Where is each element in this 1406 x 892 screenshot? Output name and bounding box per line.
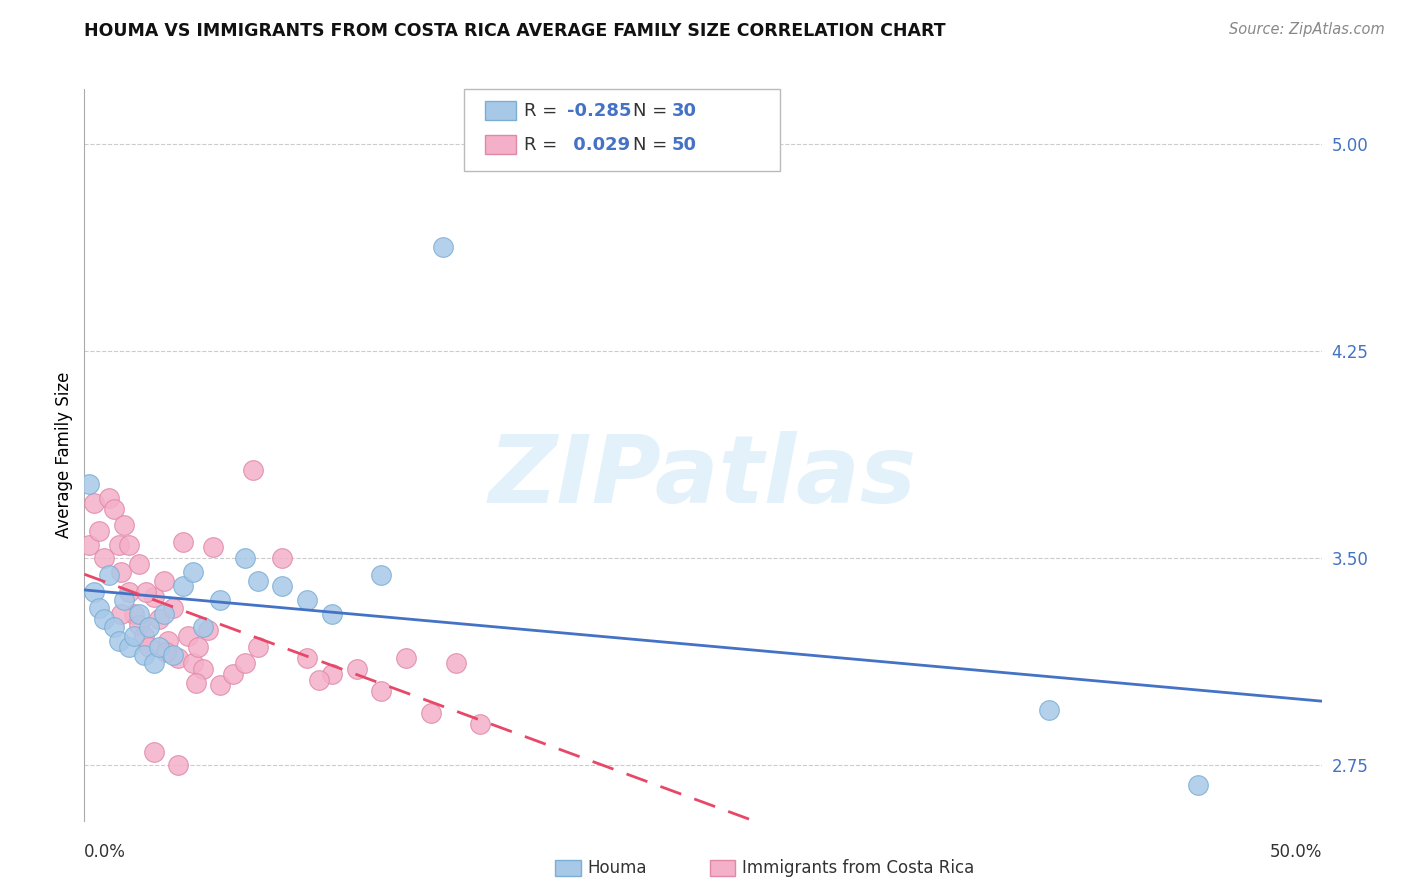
Point bbox=[83, 584, 105, 599]
Point bbox=[395, 650, 418, 665]
Point bbox=[112, 592, 135, 607]
Text: 50.0%: 50.0% bbox=[1270, 843, 1322, 861]
Point bbox=[432, 239, 454, 253]
Point bbox=[138, 620, 160, 634]
Point bbox=[98, 568, 121, 582]
Point bbox=[172, 579, 194, 593]
Point bbox=[271, 551, 294, 566]
Text: N =: N = bbox=[633, 102, 672, 120]
Text: N =: N = bbox=[633, 136, 672, 153]
Point bbox=[79, 538, 101, 552]
Point bbox=[246, 574, 269, 588]
Point bbox=[162, 601, 184, 615]
Point bbox=[93, 612, 115, 626]
Point bbox=[1187, 778, 1209, 792]
Point bbox=[271, 579, 294, 593]
Text: Source: ZipAtlas.com: Source: ZipAtlas.com bbox=[1229, 22, 1385, 37]
Point bbox=[177, 629, 200, 643]
Point bbox=[242, 463, 264, 477]
Text: -0.285: -0.285 bbox=[567, 102, 631, 120]
Point bbox=[233, 657, 256, 671]
Point bbox=[321, 667, 343, 681]
Point bbox=[128, 607, 150, 621]
Text: Houma: Houma bbox=[588, 859, 647, 877]
Text: 50: 50 bbox=[672, 136, 697, 153]
Point bbox=[202, 541, 225, 555]
Point bbox=[132, 629, 155, 643]
Point bbox=[197, 623, 219, 637]
Point bbox=[128, 617, 150, 632]
Point bbox=[370, 568, 392, 582]
Point bbox=[419, 706, 441, 720]
Point bbox=[222, 667, 245, 681]
Point bbox=[346, 662, 368, 676]
Point bbox=[83, 496, 105, 510]
Point bbox=[108, 634, 131, 648]
Text: HOUMA VS IMMIGRANTS FROM COSTA RICA AVERAGE FAMILY SIZE CORRELATION CHART: HOUMA VS IMMIGRANTS FROM COSTA RICA AVER… bbox=[84, 22, 946, 40]
Point bbox=[148, 612, 170, 626]
Point bbox=[132, 648, 155, 662]
Point bbox=[246, 640, 269, 654]
Point bbox=[93, 551, 115, 566]
Point bbox=[209, 592, 232, 607]
Point bbox=[1038, 703, 1060, 717]
Point bbox=[157, 634, 180, 648]
Point bbox=[118, 640, 141, 654]
Point bbox=[152, 607, 174, 621]
Point bbox=[155, 645, 177, 659]
Point bbox=[191, 620, 214, 634]
Text: ZIPatlas: ZIPatlas bbox=[489, 431, 917, 523]
Point bbox=[142, 745, 165, 759]
Point bbox=[321, 607, 343, 621]
Point bbox=[89, 601, 111, 615]
Y-axis label: Average Family Size: Average Family Size bbox=[55, 372, 73, 538]
Point bbox=[98, 491, 121, 505]
Point bbox=[118, 538, 141, 552]
Point bbox=[444, 657, 467, 671]
Text: 0.0%: 0.0% bbox=[84, 843, 127, 861]
Point bbox=[89, 524, 111, 538]
Point bbox=[110, 607, 132, 621]
Point bbox=[103, 620, 125, 634]
Point bbox=[295, 650, 318, 665]
Point bbox=[135, 584, 157, 599]
Point bbox=[233, 551, 256, 566]
Text: Immigrants from Costa Rica: Immigrants from Costa Rica bbox=[742, 859, 974, 877]
Point bbox=[112, 518, 135, 533]
Point bbox=[470, 717, 492, 731]
Point bbox=[142, 590, 165, 604]
Point bbox=[103, 501, 125, 516]
Point bbox=[167, 650, 190, 665]
Point bbox=[122, 607, 145, 621]
Point bbox=[308, 673, 330, 687]
Point bbox=[110, 566, 132, 580]
Point bbox=[295, 592, 318, 607]
Point bbox=[138, 640, 160, 654]
Point bbox=[209, 678, 232, 692]
Point bbox=[370, 684, 392, 698]
Point bbox=[152, 574, 174, 588]
Point bbox=[167, 758, 190, 772]
Point bbox=[79, 476, 101, 491]
Text: R =: R = bbox=[524, 102, 564, 120]
Point bbox=[181, 657, 204, 671]
Point bbox=[162, 648, 184, 662]
Point bbox=[184, 675, 207, 690]
Point bbox=[108, 538, 131, 552]
Text: 30: 30 bbox=[672, 102, 697, 120]
Point bbox=[187, 640, 209, 654]
Point bbox=[191, 662, 214, 676]
Point bbox=[148, 640, 170, 654]
Point bbox=[122, 629, 145, 643]
Point bbox=[142, 657, 165, 671]
Point bbox=[118, 584, 141, 599]
Point bbox=[181, 566, 204, 580]
Text: R =: R = bbox=[524, 136, 564, 153]
Point bbox=[128, 557, 150, 571]
Point bbox=[172, 534, 194, 549]
Text: 0.029: 0.029 bbox=[567, 136, 630, 153]
